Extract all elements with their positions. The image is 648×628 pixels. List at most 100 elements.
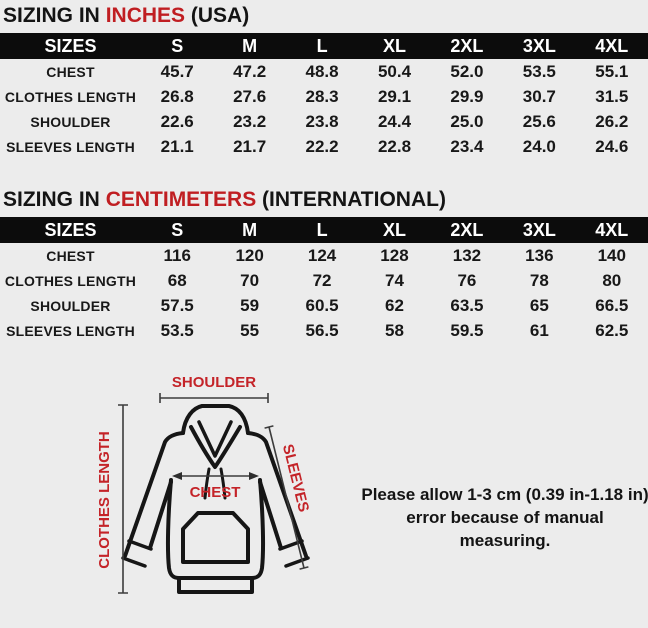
size-value: 62	[385, 295, 404, 315]
size-value: 29.9	[450, 86, 484, 106]
size-value: 124	[307, 245, 337, 265]
size-value: 26.2	[595, 111, 629, 131]
size-value: 52.0	[450, 61, 484, 81]
title-suffix: (INTERNATIONAL)	[256, 188, 446, 211]
shoulder-label: SHOULDER	[172, 374, 256, 391]
size-value: 26.8	[160, 86, 194, 106]
size-column-header: L	[285, 217, 359, 243]
size-column-header: 3XL	[503, 33, 576, 59]
size-value: 23.8	[305, 111, 339, 131]
size-value: 25.6	[522, 111, 556, 131]
size-column-header: XL	[358, 217, 431, 243]
size-value: 80	[602, 270, 622, 290]
size-value: 136	[525, 245, 554, 265]
size-column-header: 2XL	[430, 33, 504, 59]
size-value: 66.5	[595, 295, 629, 315]
size-value: 22.6	[160, 111, 194, 131]
measurement-label: CLOTHES LENGTH	[4, 272, 137, 289]
size-column-header: L	[285, 33, 359, 59]
size-value: 21.1	[160, 136, 194, 156]
size-value: 116	[163, 245, 191, 265]
size-value: 48.8	[305, 61, 339, 81]
size-value: 58	[385, 320, 404, 340]
size-value: 53.5	[522, 61, 556, 81]
measure-lines	[118, 393, 309, 594]
size-value: 68	[167, 270, 187, 290]
size-value: 22.2	[305, 136, 339, 156]
size-value: 59	[240, 295, 260, 315]
measurement-label: SLEEVES LENGTH	[6, 322, 135, 339]
size-column-header: XL	[358, 33, 431, 59]
hoodie-measurement-diagram: SHOULDER CLOTHES LENGTH SLEEVES CHEST	[96, 374, 312, 594]
size-value: 24.4	[377, 111, 412, 131]
size-column-header: 3XL	[503, 217, 576, 243]
size-value: 132	[452, 245, 482, 265]
size-value: 56.5	[305, 320, 339, 340]
centimeters-section-title: SIZING IN CENTIMETERS (INTERNATIONAL)	[3, 188, 446, 212]
size-value: 24.0	[522, 136, 556, 156]
size-value: 140	[597, 245, 626, 265]
size-value: 30.7	[522, 86, 556, 106]
size-value: 74	[385, 270, 404, 290]
size-value: 55.1	[595, 61, 629, 81]
size-column-header: 4XL	[575, 33, 648, 59]
size-value: 28.3	[305, 86, 339, 106]
size-column-header: S	[141, 217, 214, 243]
size-value: 60.5	[305, 295, 339, 315]
title-suffix: (USA)	[185, 4, 250, 27]
title-prefix: SIZING IN	[3, 188, 106, 211]
measurement-label: SLEEVES LENGTH	[6, 138, 135, 155]
measurement-label: SHOULDER	[30, 113, 111, 130]
title-highlight-inches: INCHES	[105, 4, 186, 27]
clothes-length-label: CLOTHES LENGTH	[96, 431, 113, 569]
size-value: 50.4	[377, 61, 412, 81]
measuring-note: Please allow 1-3 cm (0.39 in-1.18 in) er…	[360, 483, 648, 552]
shoulder-measure-line	[159, 393, 269, 403]
size-column-header: 2XL	[430, 217, 504, 243]
note-line-2: error because of manual measuring.	[406, 508, 604, 550]
inches-section-title: SIZING IN INCHES (USA)	[3, 4, 249, 28]
size-column-header: M	[213, 217, 286, 243]
size-value: 57.5	[160, 295, 194, 315]
size-value: 61	[529, 320, 549, 340]
size-value: 62.5	[595, 320, 629, 340]
size-value: 23.2	[233, 111, 267, 131]
size-value: 63.5	[450, 295, 484, 315]
title-prefix: SIZING IN	[3, 4, 106, 27]
centimeters-size-table: SIZES S M L XL 2XL 3XL 4XL CHEST 116 120 124 1…	[0, 217, 648, 343]
size-value: 70	[240, 270, 260, 290]
size-value: 59.5	[450, 320, 484, 340]
inches-size-table: SIZES S M L XL 2XL 3XL 4XL CHEST 45.7 47.2 48.…	[0, 33, 648, 159]
sleeves-label: SLEEVES	[279, 442, 312, 513]
note-line-1: Please allow 1-3 cm (0.39 in-1.18 in)	[361, 485, 648, 504]
size-column-header: M	[213, 33, 286, 59]
chest-arrowheads	[172, 472, 259, 480]
size-value: 27.6	[233, 86, 267, 106]
size-value: 53.5	[160, 320, 194, 340]
clothes-length-measure-line	[118, 404, 128, 594]
size-value: 24.6	[595, 136, 629, 156]
size-value: 45.7	[160, 61, 194, 81]
size-value: 29.1	[377, 86, 412, 106]
size-value: 25.0	[450, 111, 484, 131]
size-value: 21.7	[233, 136, 267, 156]
size-value: 31.5	[595, 86, 629, 106]
sizes-corner-header: SIZES	[0, 217, 141, 243]
measurement-label: CLOTHES LENGTH	[4, 88, 137, 105]
measurement-label: SHOULDER	[30, 297, 111, 314]
chest-label: CHEST	[190, 484, 241, 501]
title-highlight-centimeters: CENTIMETERS	[105, 188, 257, 211]
size-value: 47.2	[233, 61, 267, 81]
measurement-label: CHEST	[46, 63, 95, 80]
size-value: 120	[235, 245, 264, 265]
size-value: 72	[312, 270, 332, 290]
sizes-corner-header: SIZES	[0, 33, 141, 59]
measurement-label: CHEST	[46, 247, 95, 264]
size-value: 22.8	[377, 136, 412, 156]
size-value: 78	[529, 270, 549, 290]
size-value: 65	[529, 295, 549, 315]
sleeves-measure-line	[264, 425, 309, 570]
size-value: 55	[240, 320, 260, 340]
size-value: 128	[380, 245, 409, 265]
